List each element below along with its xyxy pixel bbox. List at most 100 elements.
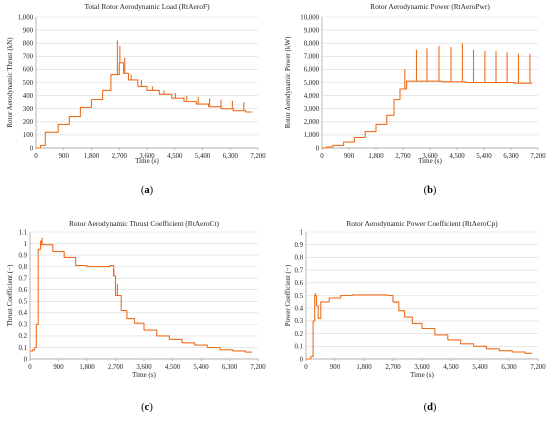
x-tick-label: 1,800 bbox=[368, 153, 384, 160]
y-axis-label: Rotor Aerodynamic Power (kW) bbox=[284, 36, 292, 128]
y-tick-label: 0 bbox=[300, 356, 304, 363]
x-tick-label: 900 bbox=[330, 364, 341, 371]
y-tick-label: 8,000 bbox=[304, 41, 320, 48]
series-line bbox=[322, 80, 532, 149]
y-tick-label: 800 bbox=[23, 41, 34, 48]
panel-label: (a) bbox=[141, 185, 154, 196]
y-tick-label: 0.6 bbox=[295, 280, 304, 287]
x-tick-label: 2,700 bbox=[108, 364, 124, 371]
y-axis-label: Rotor Aerodynamic Thrust (kN) bbox=[6, 37, 14, 128]
y-tick-label: 0.8 bbox=[19, 264, 28, 271]
x-tick-label: 2,700 bbox=[395, 153, 411, 160]
x-tick-label: 7,200 bbox=[530, 153, 546, 160]
panel-label: (c) bbox=[141, 402, 153, 413]
x-axis-label: Time (s) bbox=[135, 157, 159, 165]
y-tick-label: 4,000 bbox=[304, 93, 320, 100]
y-tick-label: 0 bbox=[30, 145, 34, 152]
y-tick-label: 0.3 bbox=[295, 318, 304, 325]
x-tick-label: 6,300 bbox=[223, 153, 239, 160]
series-line bbox=[30, 240, 253, 353]
x-axis-label: Time (s) bbox=[418, 157, 442, 165]
y-tick-label: 5,000 bbox=[304, 80, 320, 87]
y-tick-label: 700 bbox=[23, 54, 34, 61]
x-tick-label: 4,500 bbox=[167, 153, 183, 160]
y-tick-label: 0.9 bbox=[19, 252, 28, 259]
y-tick-label: 0.9 bbox=[295, 242, 304, 249]
x-tick-label: 2,700 bbox=[385, 364, 401, 371]
x-tick-label: 0 bbox=[34, 153, 38, 160]
x-tick-label: 6,300 bbox=[501, 364, 517, 371]
chart-title: Rotor Aerodynamic Power (RtAeroPwr) bbox=[370, 2, 490, 11]
y-tick-label: 1,000 bbox=[304, 132, 320, 139]
x-tick-label: 5,400 bbox=[476, 153, 492, 160]
chart-title: Total Rotor Aerodynamic Load (RtAeroF) bbox=[84, 2, 210, 11]
x-tick-label: 5,400 bbox=[193, 364, 209, 371]
x-tick-label: 0 bbox=[304, 364, 308, 371]
y-tick-label: 0.1 bbox=[19, 345, 28, 352]
y-tick-label: 0.7 bbox=[295, 267, 304, 274]
chart-title: Rotor Aerodynamic Power Coefficient (RtA… bbox=[346, 219, 498, 228]
y-tick-label: 2,000 bbox=[304, 119, 320, 126]
y-tick-label: 3,000 bbox=[304, 106, 320, 113]
x-tick-label: 2,700 bbox=[112, 153, 128, 160]
y-tick-label: 0.4 bbox=[19, 310, 28, 317]
x-tick-label: 900 bbox=[59, 153, 70, 160]
x-tick-label: 4,500 bbox=[449, 153, 465, 160]
x-tick-label: 1,800 bbox=[79, 364, 95, 371]
chart-panel-d: Rotor Aerodynamic Power Coefficient (RtA… bbox=[284, 219, 546, 413]
y-tick-label: 0 bbox=[24, 356, 28, 363]
y-tick-label: 0.2 bbox=[19, 333, 28, 340]
x-tick-label: 1,800 bbox=[84, 153, 100, 160]
x-tick-label: 4,500 bbox=[443, 364, 459, 371]
x-tick-label: 0 bbox=[28, 364, 32, 371]
x-tick-label: 3,600 bbox=[414, 364, 430, 371]
y-tick-label: 600 bbox=[23, 67, 34, 74]
y-tick-label: 6,000 bbox=[304, 67, 320, 74]
x-axis-label: Time (s) bbox=[410, 371, 434, 379]
x-tick-label: 900 bbox=[344, 153, 355, 160]
y-tick-label: 300 bbox=[23, 106, 34, 113]
x-tick-label: 5,400 bbox=[472, 364, 488, 371]
x-tick-label: 7,200 bbox=[250, 153, 266, 160]
y-tick-label: 0.4 bbox=[295, 306, 304, 313]
chart-panel-b: Rotor Aerodynamic Power (RtAeroPwr) 0 1,00… bbox=[284, 2, 546, 196]
x-tick-label: 1,800 bbox=[356, 364, 372, 371]
x-tick-label: 4,500 bbox=[165, 364, 181, 371]
y-tick-label: 100 bbox=[23, 132, 34, 139]
y-tick-label: 1.1 bbox=[19, 229, 28, 236]
panel-label: (b) bbox=[424, 185, 437, 196]
y-tick-label: 9,000 bbox=[304, 27, 320, 34]
chart-panel-c: Rotor Aerodynamic Thrust Coefficient (Rt… bbox=[6, 219, 266, 413]
panel-label: (d) bbox=[424, 402, 437, 413]
y-tick-label: 0.1 bbox=[295, 344, 304, 351]
y-tick-label: 0.3 bbox=[19, 322, 28, 329]
y-tick-label: 1,000 bbox=[18, 14, 34, 21]
y-tick-label: 900 bbox=[23, 27, 34, 34]
y-axis-label: Thrust Coefficient (−) bbox=[6, 264, 14, 326]
y-axis-label: Power Coefficient (−) bbox=[284, 264, 292, 326]
y-tick-label: 0 bbox=[316, 145, 320, 152]
x-tick-label: 3,600 bbox=[422, 153, 438, 160]
y-tick-label: 0.5 bbox=[295, 293, 304, 300]
y-tick-label: 0.7 bbox=[19, 275, 28, 282]
y-tick-label: 0.6 bbox=[19, 287, 28, 294]
y-tick-label: 0.8 bbox=[295, 255, 304, 262]
series-line bbox=[36, 62, 253, 149]
x-axis-label: Time (s) bbox=[132, 371, 156, 379]
series-line bbox=[306, 294, 533, 360]
chart-title: Rotor Aerodynamic Thrust Coefficient (Rt… bbox=[69, 219, 220, 228]
y-tick-label: 500 bbox=[23, 80, 34, 87]
chart-panel-a: Total Rotor Aerodynamic Load (RtAeroF) 0 1… bbox=[6, 2, 266, 196]
x-tick-label: 5,400 bbox=[195, 153, 211, 160]
y-tick-label: 200 bbox=[23, 119, 34, 126]
y-tick-label: 7,000 bbox=[304, 54, 320, 61]
x-tick-label: 900 bbox=[53, 364, 64, 371]
y-tick-label: 0.5 bbox=[19, 299, 28, 306]
y-tick-label: 1 bbox=[24, 241, 27, 248]
x-tick-label: 3,600 bbox=[136, 364, 152, 371]
y-tick-label: 400 bbox=[23, 93, 34, 100]
x-tick-label: 6,300 bbox=[503, 153, 519, 160]
x-tick-label: 3,600 bbox=[139, 153, 155, 160]
x-tick-label: 7,200 bbox=[530, 364, 546, 371]
